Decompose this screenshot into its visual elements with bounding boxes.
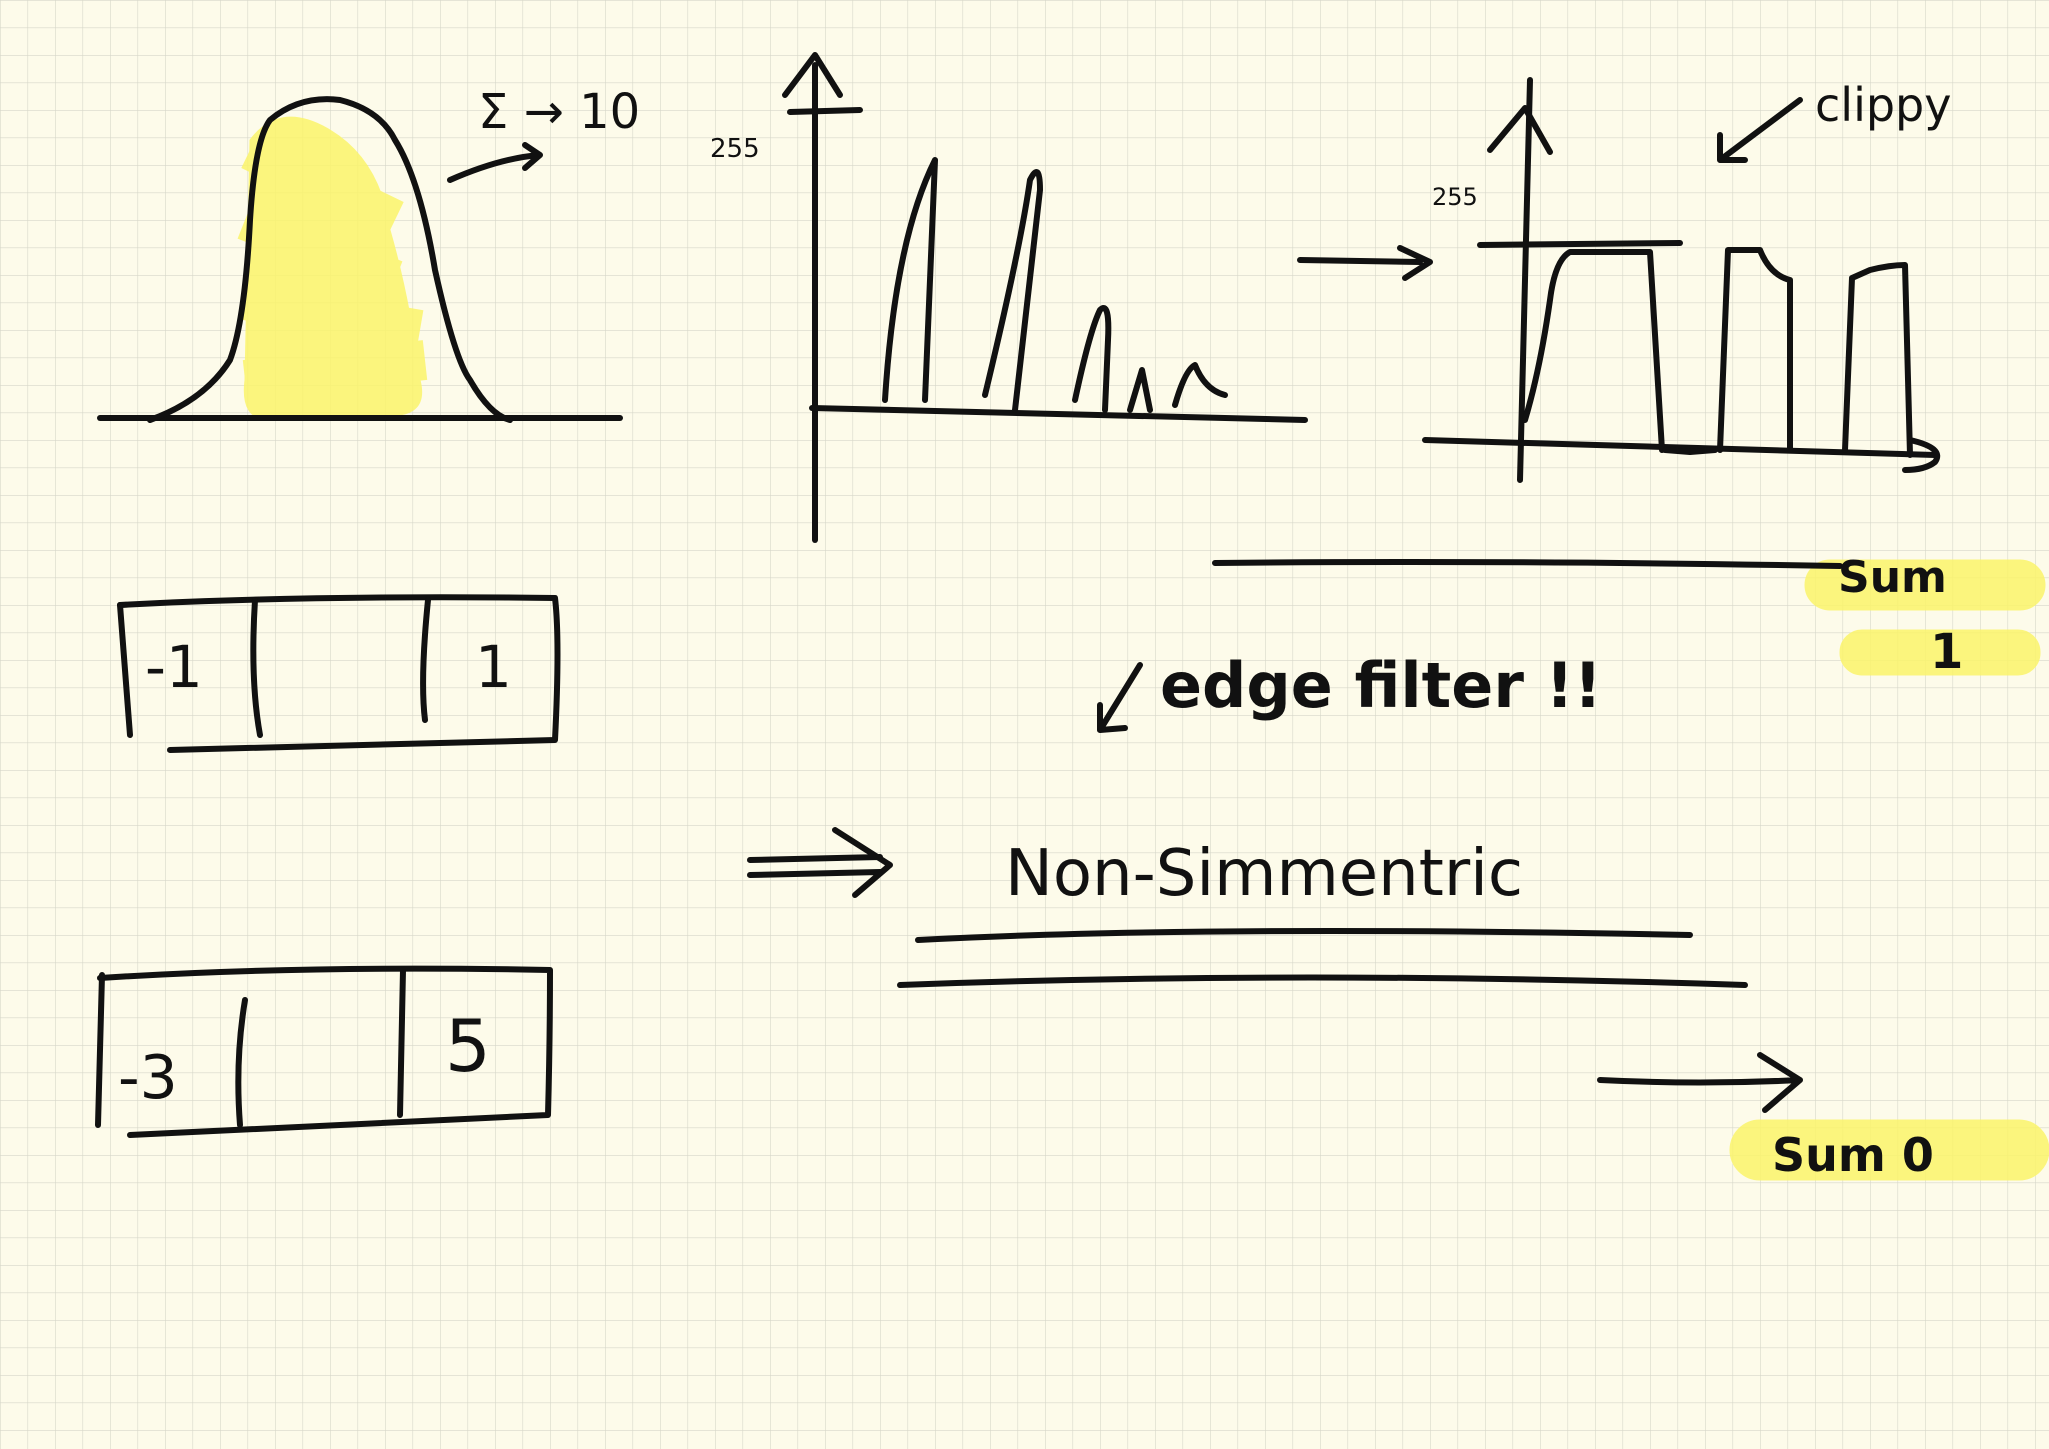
clipped-bar-3 (1717, 247, 1793, 453)
edge-filter-label: edge filter !! (1160, 649, 1603, 722)
hist-left-x-axis (809, 405, 1308, 423)
gaussian-sum-label: Σ → 10 (478, 84, 641, 140)
kernel-a-box (117, 594, 561, 753)
hist-left-peak-1 (882, 157, 938, 403)
clippy-arrow (1717, 97, 1803, 163)
non-symmetric-label: Non-Simmentric (1005, 837, 1524, 911)
hist-max-left-label: 255 (710, 134, 760, 164)
clippy-label: clippy (1815, 78, 1952, 132)
hist-left-peak-5 (1172, 362, 1228, 408)
kernel-a-cell-3: 1 (475, 633, 512, 701)
hist-max-right-label: 255 (1432, 183, 1478, 211)
clipped-bar-4 (1842, 262, 1913, 458)
hist-right-y-axis (1517, 77, 1533, 483)
non-symmetric-underline-1 (915, 928, 1693, 943)
implies-arrow (747, 827, 893, 898)
kernel-b-cell-3: 5 (445, 1004, 491, 1088)
sum-underline-top (1212, 559, 1843, 569)
hist-left-peak-3 (1072, 305, 1112, 413)
sum-arrow (447, 142, 543, 183)
kernel-b-cell-1: -3 (118, 1043, 178, 1113)
ink-strokes (95, 52, 1941, 1138)
gaussian-curve (147, 96, 513, 423)
clipped-bar-2 (1662, 447, 1718, 455)
hist-right-x-axis (1422, 437, 1938, 458)
kernel-a-cell-1: -1 (145, 633, 203, 701)
sum-bottom-label: Sum 0 (1772, 1128, 1934, 1182)
kernel-b-box (97, 965, 553, 1138)
edge-filter-arrow (1097, 662, 1143, 733)
sum-zero-arrow (1597, 1052, 1803, 1113)
hist-left-peak-4 (1127, 367, 1153, 413)
highlights (237, 116, 2049, 1181)
clipped-bar-1 (1522, 249, 1665, 453)
sum-top-label: Sum (1838, 552, 1947, 603)
non-symmetric-underline-2 (897, 974, 1748, 988)
transform-arrow (1297, 245, 1433, 281)
sum-top-value: 1 (1930, 624, 1964, 680)
hist-left-peak-2 (982, 169, 1043, 413)
clip-line (1477, 240, 1683, 248)
